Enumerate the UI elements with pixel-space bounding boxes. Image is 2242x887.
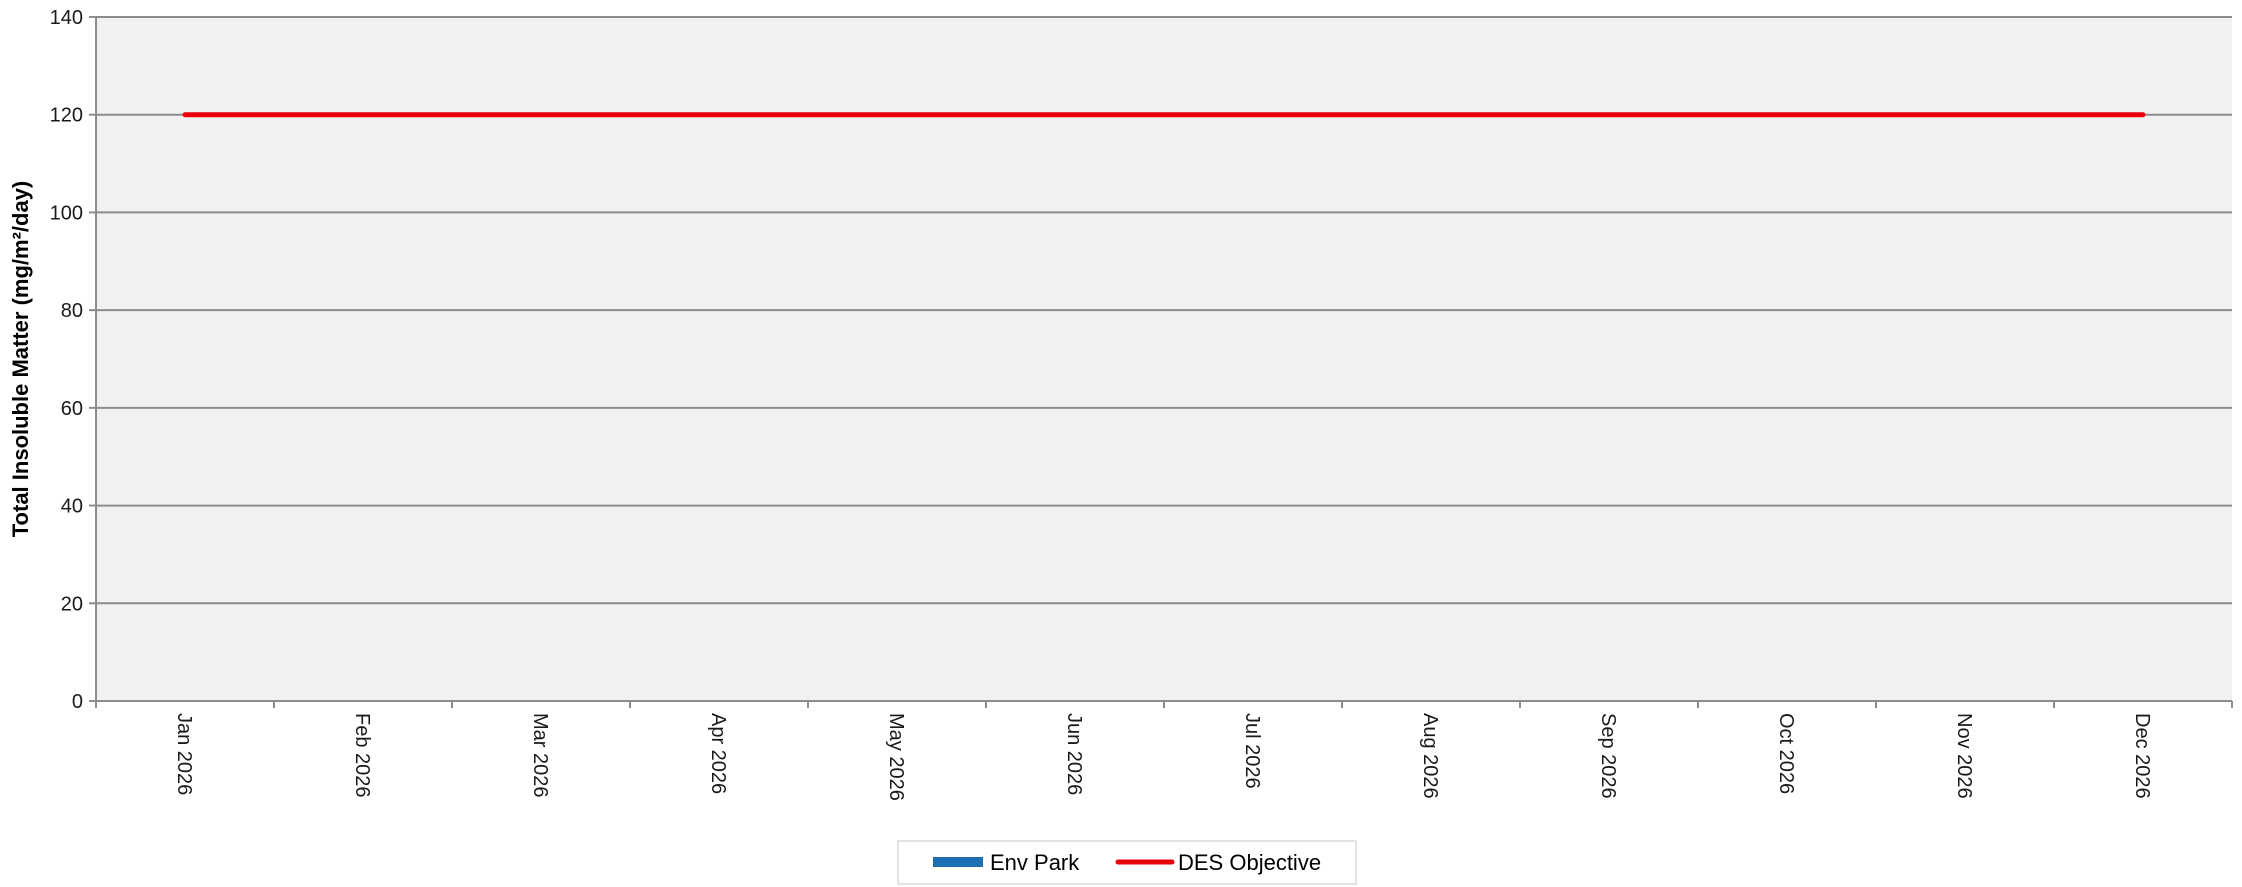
y-tick-label: 140 xyxy=(50,7,83,29)
x-tick-label: Apr 2026 xyxy=(707,713,729,794)
x-tick-label: Aug 2026 xyxy=(1419,713,1441,799)
y-tick-label: 80 xyxy=(61,300,83,322)
axes xyxy=(89,16,2233,708)
x-tick-labels: Jan 2026 Feb 2026 Mar 2026 Apr 2026 May 2026… xyxy=(173,713,2153,801)
y-tick-labels: 0 20 40 60 80 100 120 140 xyxy=(50,7,83,713)
x-tick-label: Oct 2026 xyxy=(1775,713,1797,794)
x-tick-label: Feb 2026 xyxy=(351,713,373,798)
legend: Env Park DES Objective xyxy=(897,840,1357,885)
x-tick-label: Jun 2026 xyxy=(1063,713,1085,795)
legend-label: Env Park xyxy=(990,850,1080,875)
y-tick-label: 100 xyxy=(50,202,83,224)
x-tick-label: Sep 2026 xyxy=(1597,713,1619,799)
y-tick-label: 60 xyxy=(61,398,83,420)
x-tick-label: Jul 2026 xyxy=(1241,713,1263,789)
y-tick-label: 20 xyxy=(61,593,83,615)
y-axis-title: Total Insoluble Matter (mg/m²/day) xyxy=(8,181,33,538)
x-tick-label: May 2026 xyxy=(885,713,907,801)
legend-label: DES Objective xyxy=(1178,850,1321,875)
y-tick-label: 120 xyxy=(50,105,83,127)
x-tick-label: Nov 2026 xyxy=(1953,713,1975,799)
legend-swatch-env-park xyxy=(933,857,983,867)
x-tick-label: Dec 2026 xyxy=(2131,713,2153,799)
plot-area xyxy=(96,17,2232,701)
x-tick-label: Jan 2026 xyxy=(173,713,195,795)
x-tick-label: Mar 2026 xyxy=(529,713,551,798)
y-tick-label: 0 xyxy=(72,691,83,713)
y-tick-label: 40 xyxy=(61,496,83,518)
